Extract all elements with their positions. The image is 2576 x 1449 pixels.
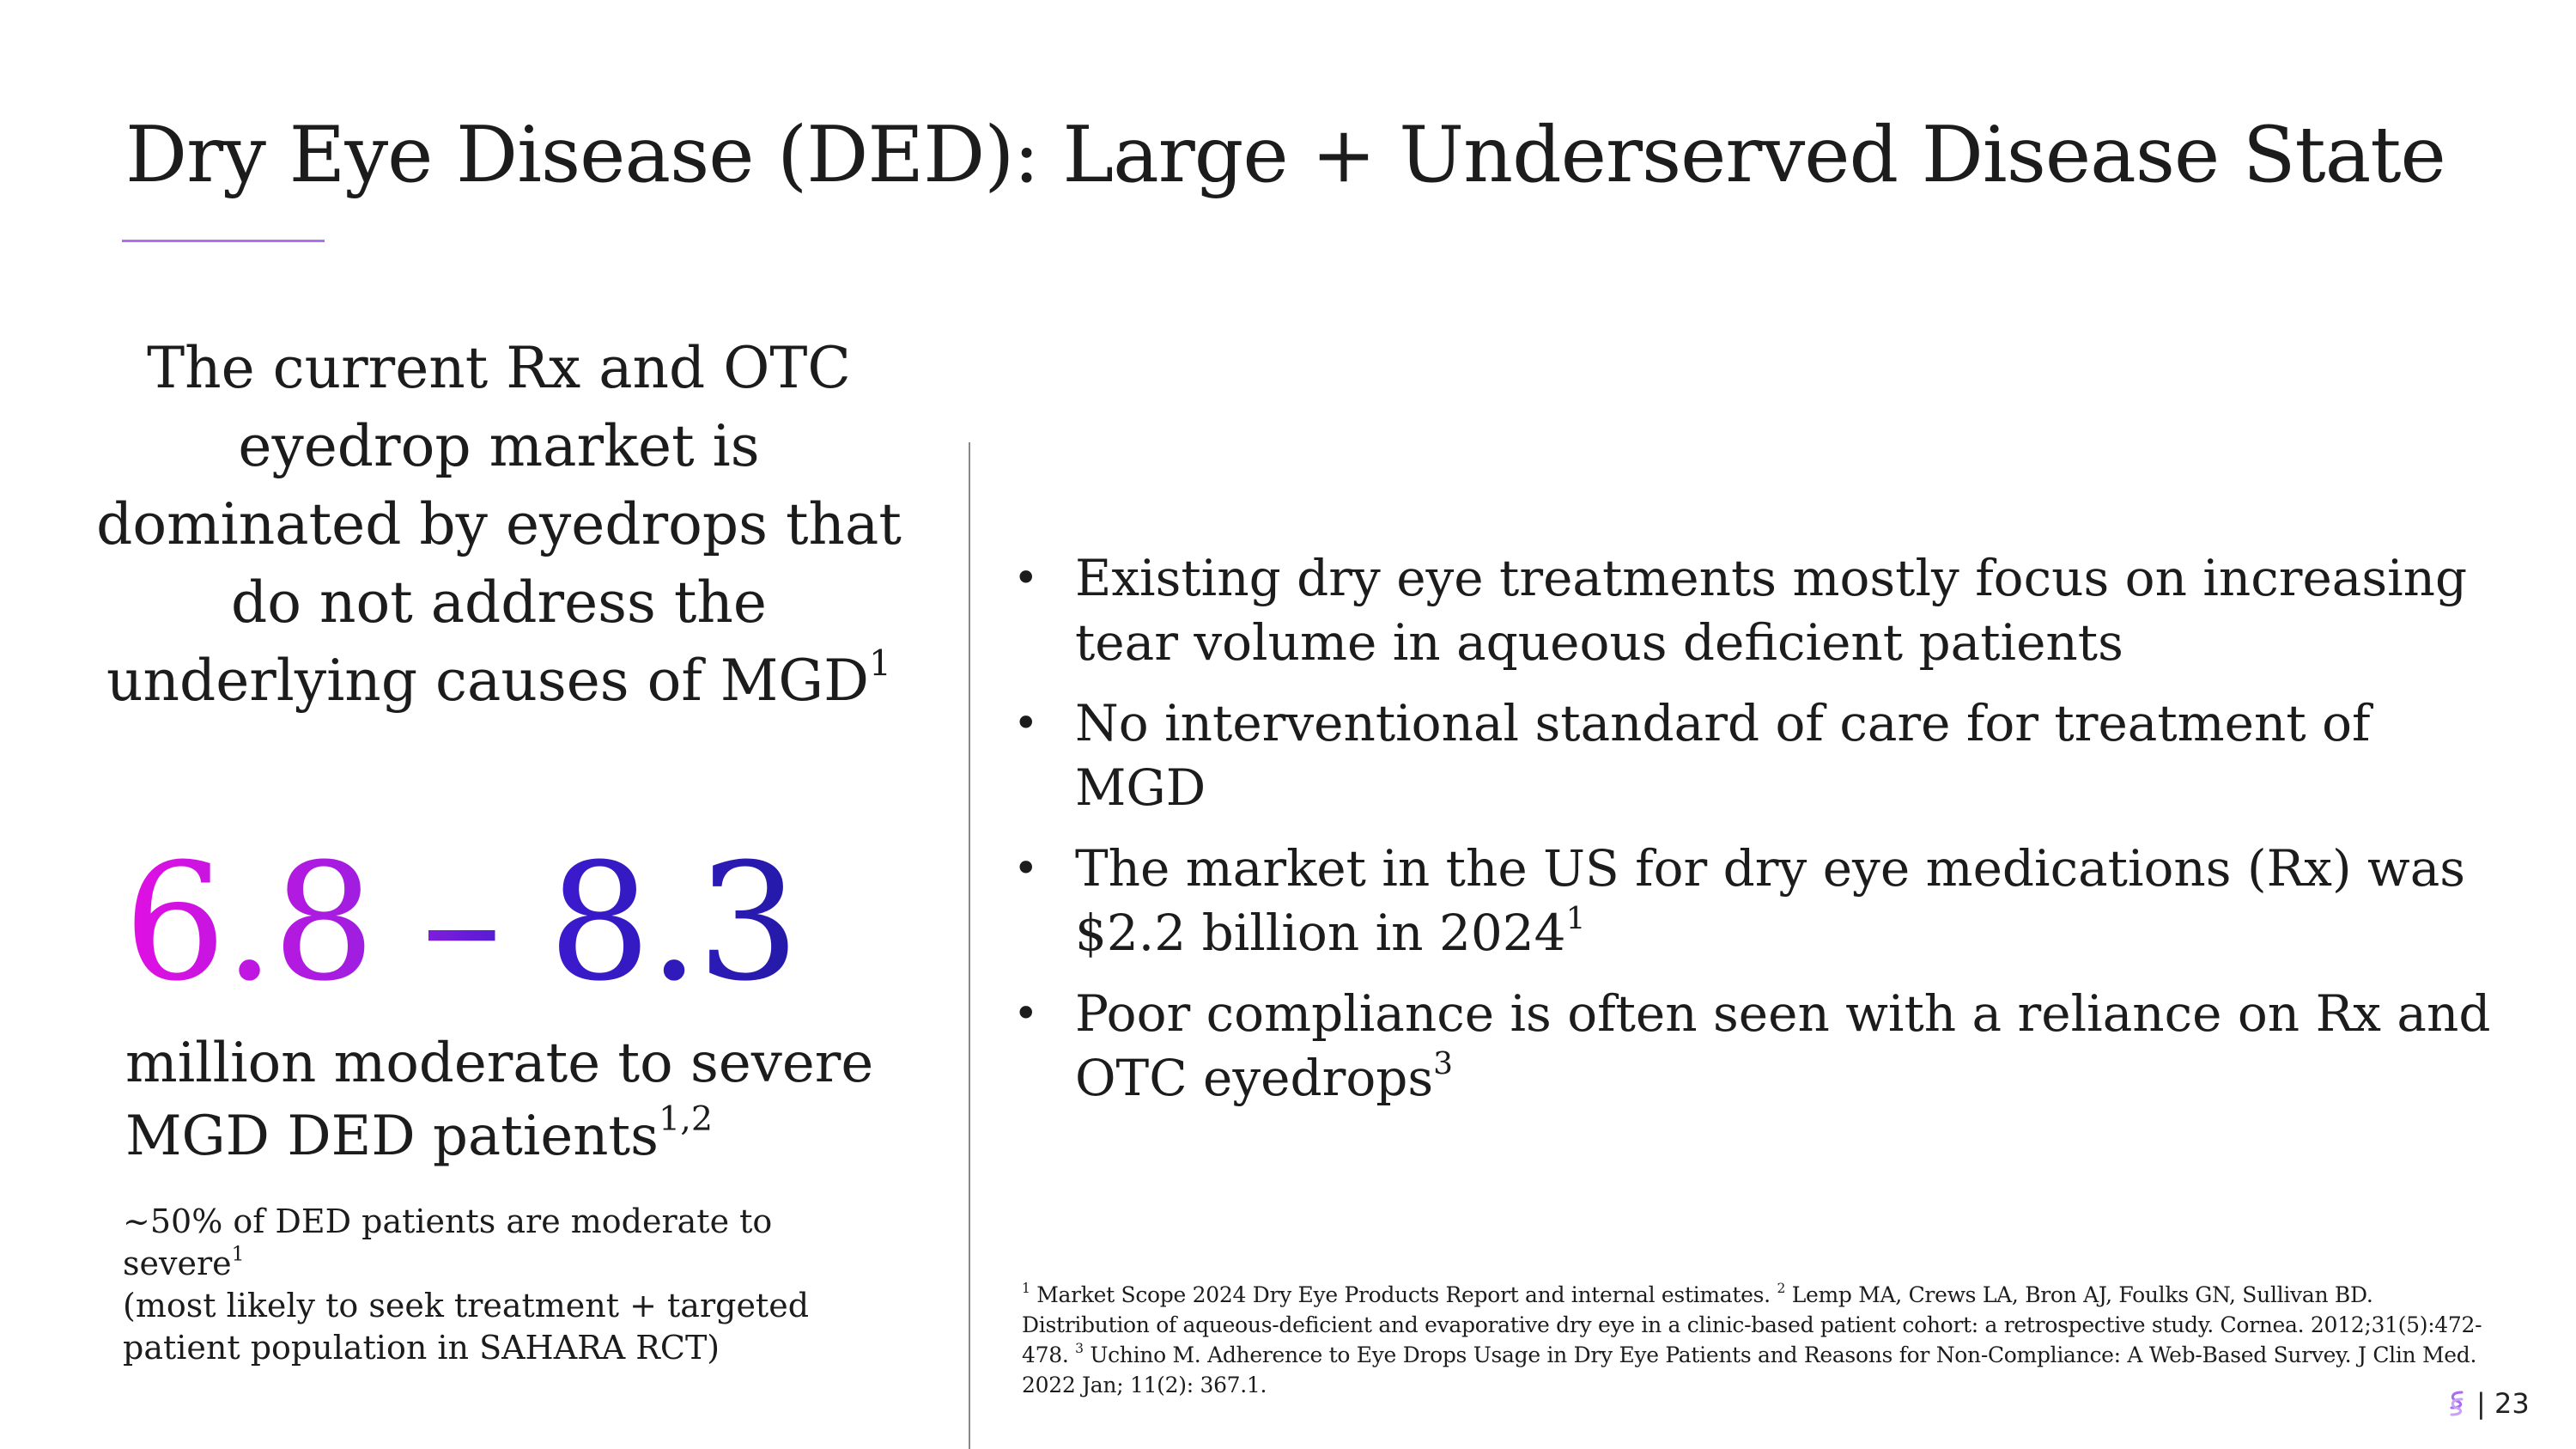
reference-marker: 2 bbox=[1777, 1281, 1786, 1297]
severity-note-line2: (most likely to seek treatment + targete… bbox=[123, 1287, 810, 1367]
reference-2: Lemp MA, Crews LA, Bron AJ, Foulks GN, S… bbox=[1022, 1282, 2482, 1367]
bullet-dot-icon: • bbox=[1013, 843, 1039, 893]
bullet-item: • No interventional standard of care for … bbox=[1003, 691, 2514, 820]
reference-1: Market Scope 2024 Dry Eye Products Repor… bbox=[1030, 1282, 1777, 1307]
references-footnote: 1 Market Scope 2024 Dry Eye Products Rep… bbox=[1022, 1280, 2499, 1400]
bullet-footnote-marker: 3 bbox=[1433, 1045, 1454, 1081]
bullet-footnote-marker: 1 bbox=[1565, 900, 1586, 936]
bullet-item: • Existing dry eye treatments mostly focu… bbox=[1003, 546, 2514, 675]
bullet-dot-icon: • bbox=[1013, 553, 1039, 603]
slide-title: Dry Eye Disease (DED): Large + Underserv… bbox=[125, 110, 2446, 200]
intro-text: The current Rx and OTC eyedrop market is… bbox=[96, 335, 902, 714]
page-footer: | 23 bbox=[2447, 1387, 2530, 1420]
reference-marker: 1 bbox=[1022, 1281, 1030, 1297]
page-number: | 23 bbox=[2476, 1387, 2530, 1420]
intro-footnote-marker: 1 bbox=[869, 642, 892, 685]
severity-note-footnote-marker: 1 bbox=[231, 1241, 245, 1266]
intro-statement: The current Rx and OTC eyedrop market is… bbox=[82, 329, 915, 720]
bullet-item: • Poor compliance is often seen with a re… bbox=[1003, 982, 2514, 1111]
bullet-text: No interventional standard of care for t… bbox=[1075, 694, 2371, 817]
reference-marker: 3 bbox=[1075, 1341, 1084, 1357]
vertical-divider bbox=[969, 442, 970, 1449]
bullet-item: • The market in the US for dry eye medica… bbox=[1003, 837, 2514, 965]
bullet-text: Existing dry eye treatments mostly focus… bbox=[1075, 549, 2468, 672]
patient-count-text: million moderate to severe MGD DED patie… bbox=[125, 1032, 874, 1168]
patient-count-range: 6.8 – 8.3 bbox=[124, 825, 799, 1022]
reference-3: Uchino M. Adherence to Eye Drops Usage i… bbox=[1022, 1342, 2477, 1397]
bullet-dot-icon: • bbox=[1013, 989, 1039, 1038]
severity-note-line1: ~50% of DED patients are moderate to sev… bbox=[123, 1202, 773, 1282]
bullet-text: Poor compliance is often seen with a rel… bbox=[1075, 984, 2491, 1107]
severity-note: ~50% of DED patients are moderate to sev… bbox=[123, 1201, 896, 1369]
company-logo-icon bbox=[2447, 1389, 2466, 1418]
patient-count-footnote-marker: 1,2 bbox=[658, 1099, 714, 1140]
bullet-text: The market in the US for dry eye medicat… bbox=[1075, 839, 2466, 962]
bullet-dot-icon: • bbox=[1013, 698, 1039, 748]
patient-count-label: million moderate to severe MGD DED patie… bbox=[125, 1027, 950, 1173]
bullet-list: • Existing dry eye treatments mostly focu… bbox=[1003, 546, 2514, 1127]
title-underline-accent bbox=[122, 240, 325, 242]
